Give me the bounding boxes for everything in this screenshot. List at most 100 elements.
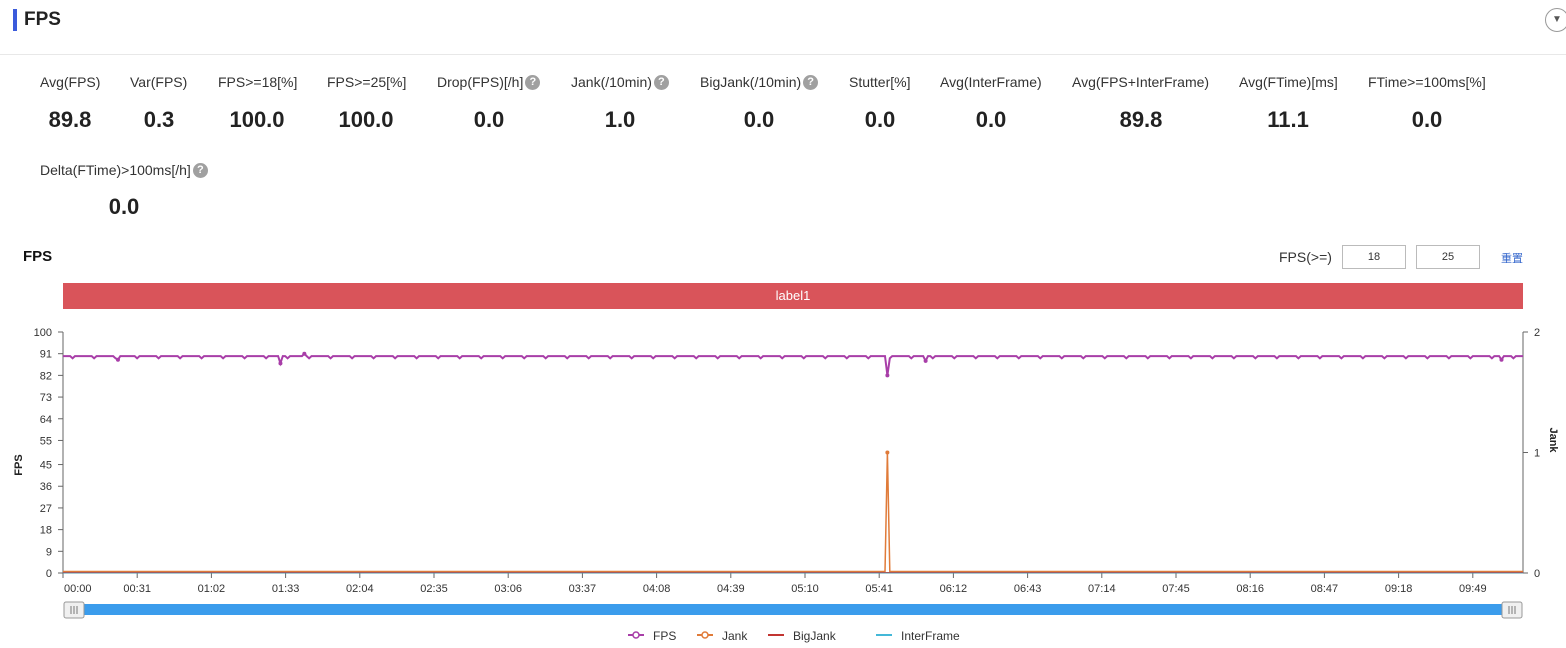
metric-label: Jank(/10min)?	[571, 74, 669, 91]
y-tick-label-left: 9	[46, 546, 52, 558]
fps-threshold-label: FPS(>=)	[1279, 249, 1332, 265]
y-tick-label-left: 0	[46, 568, 52, 580]
x-tick-label: 03:06	[494, 583, 522, 595]
metric-value: 11.1	[1267, 107, 1309, 132]
x-tick-label: 00:00	[64, 583, 92, 595]
legend-item-jank[interactable]: Jank	[722, 629, 748, 643]
metric-label: Avg(FTime)[ms]	[1239, 74, 1338, 90]
series-fps-point	[885, 373, 890, 378]
x-tick-label: 09:18	[1385, 583, 1413, 595]
section-header: FPS ▼	[0, 0, 1566, 55]
metric-label-text: Drop(FPS)[/h]	[437, 74, 524, 90]
metric-label-text: Avg(FPS)	[40, 74, 101, 90]
y-tick-label-left: 73	[40, 392, 52, 404]
y-tick-label-left: 27	[40, 503, 52, 515]
metric-label: Avg(FPS+InterFrame)	[1072, 74, 1209, 90]
metric-label-text: Var(FPS)	[130, 74, 188, 90]
legend-marker	[632, 631, 640, 639]
x-tick-label: 03:37	[569, 583, 597, 595]
metric-value: 89.8	[48, 107, 92, 132]
x-tick-label: 02:04	[346, 583, 374, 595]
metric-label-text: Avg(FTime)[ms]	[1239, 74, 1338, 90]
metric-label: FPS>=18[%]	[218, 74, 297, 90]
zoom-slider-handle-left[interactable]	[63, 601, 85, 619]
x-tick-label: 01:33	[272, 583, 300, 595]
x-tick-label: 04:08	[643, 583, 671, 595]
help-icon[interactable]: ?	[525, 74, 541, 90]
metric-label: Avg(InterFrame)	[940, 74, 1042, 90]
series-fps-point	[278, 361, 283, 366]
metric-label: Delta(FTime)>100ms[/h]?	[40, 162, 208, 179]
metric-label: Avg(FPS)	[40, 74, 100, 90]
metric-label: Stutter[%]	[849, 74, 910, 90]
legend-item-bigjank[interactable]: BigJank	[793, 629, 836, 643]
metric-label: Drop(FPS)[/h]?	[437, 74, 541, 91]
fps-threshold-high-input[interactable]	[1416, 245, 1480, 269]
series-jank-point	[885, 450, 890, 455]
metric-value: 89.8	[1119, 107, 1163, 132]
x-tick-label: 01:02	[198, 583, 226, 595]
metric-value: 0.3	[143, 107, 175, 132]
y-tick-label-left: 36	[40, 481, 52, 493]
reset-link[interactable]: 重置	[1501, 253, 1523, 265]
y-tick-label-right: 0	[1534, 568, 1540, 580]
metric-value: 0.0	[1411, 107, 1443, 132]
help-icon[interactable]: ?	[653, 74, 669, 90]
metric-value: 0.0	[864, 107, 896, 132]
metric-label-text: BigJank(/10min)	[700, 74, 802, 90]
help-icon[interactable]: ?	[192, 162, 208, 178]
legend-marker	[701, 631, 709, 639]
metric-label-text: FTime>=100ms[%]	[1368, 74, 1486, 90]
metric-value: 0.0	[108, 194, 140, 219]
help-icon[interactable]: ?	[803, 74, 819, 90]
y-axis-label-left: FPS	[13, 454, 25, 475]
metric-label-text: Stutter[%]	[849, 74, 911, 90]
y-tick-label-right: 2	[1534, 327, 1540, 339]
y-tick-label-left: 18	[40, 525, 52, 537]
metric-value: 0.0	[743, 107, 775, 132]
label-band[interactable]: label1	[63, 283, 1523, 309]
zoom-slider-track	[69, 604, 1519, 615]
series-fps-line	[63, 352, 1523, 376]
metric-value: 100.0	[338, 107, 394, 132]
y-axis-label-right: Jank	[1547, 427, 1559, 453]
y-tick-label-left: 91	[40, 349, 52, 361]
series-fps-point	[923, 358, 928, 363]
metric-label-text: Jank(/10min)	[571, 74, 652, 90]
metric-label: FPS>=25[%]	[327, 74, 406, 90]
x-tick-label: 09:49	[1459, 583, 1487, 595]
x-tick-label: 05:10	[791, 583, 819, 595]
legend-item-interframe[interactable]: InterFrame	[901, 629, 960, 643]
series-fps-point	[1499, 357, 1504, 362]
x-tick-label: 02:35	[420, 583, 448, 595]
header-accent-bar	[13, 9, 17, 31]
series-fps-point	[302, 351, 307, 356]
y-tick-label-left: 100	[34, 327, 52, 339]
y-tick-label-left: 45	[40, 460, 52, 472]
y-tick-label-right: 1	[1534, 448, 1540, 460]
series-jank-line	[63, 452, 1523, 573]
metric-value: 1.0	[604, 107, 636, 132]
x-tick-label: 08:16	[1236, 583, 1264, 595]
chevron-down-icon[interactable]: ▼	[1545, 8, 1566, 32]
metric-label-text: FPS>=18[%]	[218, 74, 298, 90]
page-title: FPS	[24, 9, 61, 30]
x-tick-label: 00:31	[123, 583, 151, 595]
metric-value: 100.0	[229, 107, 285, 132]
metric-label: Var(FPS)	[130, 74, 187, 90]
x-tick-label: 07:45	[1162, 583, 1190, 595]
metric-value: 0.0	[473, 107, 505, 132]
legend-item-fps[interactable]: FPS	[653, 629, 677, 643]
fps-threshold-low-input[interactable]	[1342, 245, 1406, 269]
x-tick-label: 08:47	[1311, 583, 1339, 595]
metric-label: FTime>=100ms[%]	[1368, 74, 1486, 90]
zoom-slider-handle-right[interactable]	[1501, 601, 1523, 619]
metric-label-text: Delta(FTime)>100ms[/h]	[40, 162, 191, 178]
metric-label-text: Avg(FPS+InterFrame)	[1072, 74, 1210, 90]
y-tick-label-left: 55	[40, 435, 52, 447]
metric-value: 0.0	[975, 107, 1007, 132]
metric-label-text: FPS>=25[%]	[327, 74, 407, 90]
x-tick-label: 06:43	[1014, 583, 1042, 595]
x-tick-label: 04:39	[717, 583, 745, 595]
